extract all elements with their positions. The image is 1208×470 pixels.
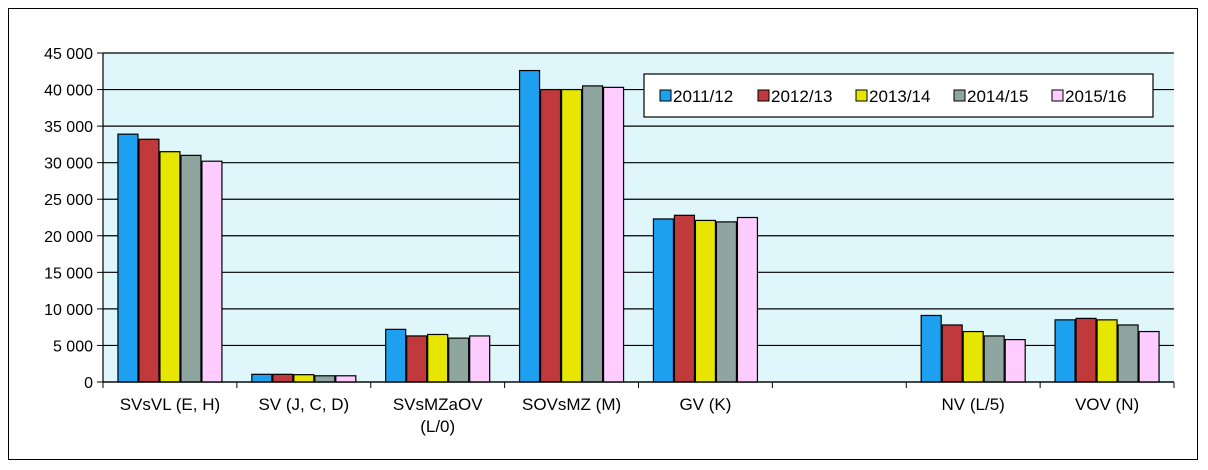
y-tick-label: 45 000 xyxy=(44,46,93,63)
bar-2013-14 xyxy=(1096,319,1118,383)
bar-2011-12 xyxy=(518,69,541,383)
bar-2013-14 xyxy=(293,374,315,383)
bar-2011-12 xyxy=(652,218,675,383)
legend-label: 2013/14 xyxy=(869,87,930,106)
category-label: NV (L/5) xyxy=(942,395,1005,414)
bar-2013-14 xyxy=(962,330,984,383)
bar-2012-13 xyxy=(138,138,160,383)
bars xyxy=(117,69,1160,383)
legend-label: 2011/12 xyxy=(673,87,733,106)
x-axis-categories: SVsVL (E, H) SV (J, C, D) SVsMZaOV (L/0) SOV… xyxy=(102,382,1175,436)
y-tick-label: 35 000 xyxy=(44,119,93,136)
bar-2014-15 xyxy=(314,375,336,383)
bar-2015-16 xyxy=(736,216,759,383)
bar-2012-13 xyxy=(1075,317,1097,383)
legend: 2011/12 2012/13 2013/14 2014/15 2015/16 xyxy=(643,73,1154,118)
bar-2013-14 xyxy=(560,88,583,383)
bar-2011-12 xyxy=(251,373,273,383)
bar-2015-16 xyxy=(201,160,223,383)
bar-2012-13 xyxy=(539,88,562,383)
bar-2011-12 xyxy=(920,314,942,383)
y-tick-label: 25 000 xyxy=(44,192,93,209)
bar-2015-16 xyxy=(602,86,625,383)
category-label: SVsVL (E, H) xyxy=(120,395,220,414)
legend-swatch xyxy=(1051,89,1064,102)
bar-2012-13 xyxy=(272,373,294,383)
bar-2012-13 xyxy=(673,214,696,383)
y-axis-ticks: 0 5 000 10 000 15 000 20 000 25 000 30 000 35 0… xyxy=(44,46,103,392)
legend-swatch xyxy=(953,89,966,102)
bar-2012-13 xyxy=(941,324,963,383)
category-label: (L/0) xyxy=(420,417,455,436)
bar-2011-12 xyxy=(1054,319,1076,383)
legend-label: 2014/15 xyxy=(967,87,1028,106)
bar-2013-14 xyxy=(694,219,717,383)
bar-2015-16 xyxy=(1138,330,1160,383)
y-tick-label: 5 000 xyxy=(53,338,93,355)
bar-2011-12 xyxy=(385,328,407,383)
y-tick-label: 15 000 xyxy=(44,265,93,282)
legend-label: 2012/13 xyxy=(771,87,832,106)
category-label: SVsMZaOV xyxy=(393,395,483,414)
bar-2013-14 xyxy=(159,151,181,383)
bar-2015-16 xyxy=(469,335,491,383)
y-tick-label: 40 000 xyxy=(44,83,93,100)
gridlines xyxy=(103,52,1174,383)
bar-2014-15 xyxy=(180,154,202,383)
bar-2015-16 xyxy=(335,375,357,383)
category-label: SV (J, C, D) xyxy=(258,395,349,414)
bar-2012-13 xyxy=(406,335,428,383)
legend-box xyxy=(643,73,1154,118)
y-tick-label: 10 000 xyxy=(44,302,93,319)
category-label: SOVsMZ (M) xyxy=(522,395,621,414)
legend-swatch xyxy=(855,89,868,102)
bar-2014-15 xyxy=(715,221,738,383)
legend-swatch xyxy=(659,89,672,102)
bar-2013-14 xyxy=(427,333,449,383)
y-tick-label: 30 000 xyxy=(44,156,93,173)
bar-2014-15 xyxy=(983,335,1005,383)
legend-swatch xyxy=(757,89,770,102)
legend-label: 2015/16 xyxy=(1065,87,1126,106)
y-tick-label: 20 000 xyxy=(44,229,93,246)
bar-2014-15 xyxy=(1117,324,1139,383)
y-tick-label: 0 xyxy=(84,375,93,392)
bar-2011-12 xyxy=(117,133,139,383)
category-label: VOV (N) xyxy=(1075,395,1139,414)
bar-2014-15 xyxy=(448,337,470,383)
bar-2015-16 xyxy=(1004,338,1026,383)
category-label: GV (K) xyxy=(679,395,731,414)
bar-2014-15 xyxy=(581,85,604,383)
